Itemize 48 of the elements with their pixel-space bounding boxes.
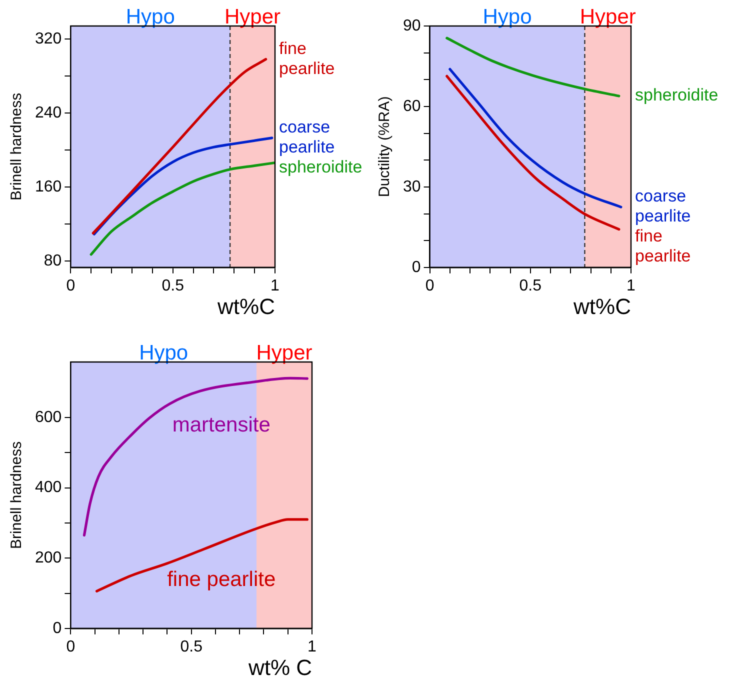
x-tick-label: 1 <box>626 277 636 294</box>
line-series <box>95 518 308 592</box>
series-label: spheroidite <box>635 86 718 105</box>
y-tick-label: 160 <box>34 178 62 196</box>
series-label: coarse pearlite <box>635 186 691 226</box>
x-axis-title: wt%C <box>216 294 276 319</box>
band-label: Hypo <box>139 341 188 364</box>
y-tick-label: 60 <box>403 98 421 115</box>
y-tick-label: 80 <box>44 252 62 270</box>
band-label: Hyper <box>580 5 636 28</box>
x-tick-label: 0 <box>425 277 434 294</box>
series-label: fine pearlite <box>635 226 691 266</box>
y-tick-label: 30 <box>403 178 421 196</box>
x-tick-label: 1 <box>270 277 280 294</box>
y-tick-label: 600 <box>34 408 62 426</box>
y-axis-title: Ductility (%RA) <box>376 96 394 198</box>
series-label: spheroidite <box>279 158 362 177</box>
line-series <box>82 376 308 537</box>
y-tick-label: 240 <box>34 104 62 122</box>
y-tick-label: 200 <box>34 550 62 567</box>
x-tick-label: 1 <box>308 638 317 656</box>
y-axis-title: Brinell hardness <box>8 92 26 200</box>
x-tick-label: 0.5 <box>180 638 203 656</box>
line-series <box>448 68 622 208</box>
y-tick-label: 0 <box>52 620 62 637</box>
y-tick-label: 400 <box>34 479 62 496</box>
line-series <box>446 74 620 231</box>
x-tick-label: 0 <box>66 277 76 294</box>
band-label: Hypo <box>482 5 532 28</box>
line-series <box>92 58 268 234</box>
y-tick-label: 320 <box>34 30 62 48</box>
series-label: fine pearlite <box>279 38 335 78</box>
series-label: martensite <box>172 413 270 436</box>
y-tick-label: 90 <box>403 17 421 34</box>
series-label: fine pearlite <box>167 568 276 592</box>
band-label: Hyper <box>224 5 281 28</box>
x-tick-label: 0 <box>66 638 76 656</box>
x-tick-label: 0.5 <box>162 277 184 294</box>
y-axis-title: Brinell hardness <box>8 441 26 549</box>
y-tick-label: 0 <box>412 258 421 276</box>
series-label: coarse pearlite <box>279 118 335 157</box>
band-label: Hyper <box>256 341 312 364</box>
line-series <box>90 162 275 256</box>
band-label: Hypo <box>126 5 175 28</box>
line-series <box>446 36 620 98</box>
x-axis-title: wt% C <box>247 654 312 680</box>
x-axis-title: wt%C <box>572 294 632 319</box>
x-tick-label: 0.5 <box>519 277 542 294</box>
